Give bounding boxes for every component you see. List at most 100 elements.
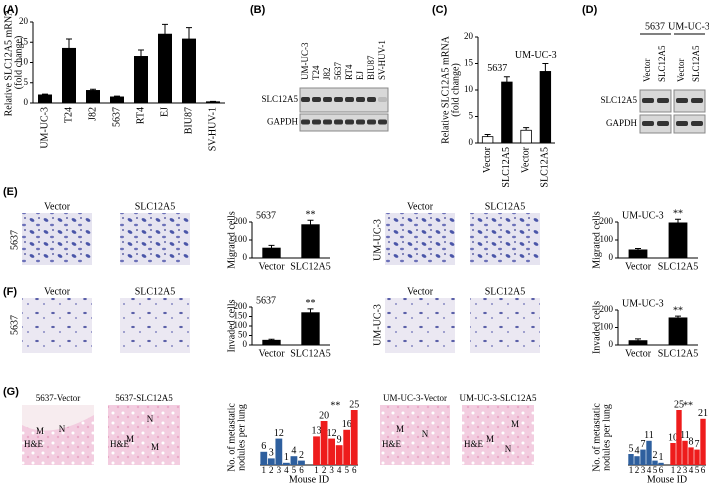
chart-title: 5637 <box>256 210 276 221</box>
tissue-marker: M <box>36 426 44 436</box>
y-tick-label: 10 <box>19 57 29 67</box>
y-tick-label: 20 <box>19 16 29 26</box>
x-tick-label: BIU87 <box>183 107 194 134</box>
y-tick-label: 0 <box>609 339 614 349</box>
micrograph <box>385 298 455 353</box>
bar <box>290 456 298 465</box>
x-tick-label: 1 <box>671 465 676 475</box>
tissue-marker: N <box>422 429 429 439</box>
y-tick-label: 0 <box>243 252 248 262</box>
y-tick-label: 0 <box>609 252 614 262</box>
blot-band <box>642 121 654 126</box>
panel-label: (D) <box>582 4 598 16</box>
blot-band <box>367 97 376 102</box>
bar <box>282 462 290 465</box>
bar <box>260 451 268 465</box>
x-tick-label: 3 <box>277 465 282 475</box>
bar <box>668 317 688 346</box>
lane-label: BIU87 <box>366 55 376 80</box>
significance: ** <box>673 305 683 316</box>
stain-label: H&E <box>464 439 484 449</box>
bar <box>628 340 648 346</box>
blot-band <box>356 119 365 125</box>
bar <box>267 458 275 465</box>
significance: ** <box>306 298 316 309</box>
lane-label: J82 <box>322 67 332 80</box>
bar <box>520 129 532 144</box>
blot-band <box>657 98 669 103</box>
x-tick-label: 5637 <box>111 107 122 127</box>
micrograph <box>22 298 92 353</box>
significance: ** <box>330 400 340 411</box>
y-tick-label: 0 <box>469 137 474 147</box>
data-label: 11 <box>680 430 690 441</box>
x-tick-label: 6 <box>352 465 357 475</box>
blot-row-label: GAPDH <box>606 118 638 128</box>
tissue-marker: M <box>151 442 159 452</box>
y-tick-label: 0 <box>243 339 248 349</box>
blot-band <box>301 119 310 125</box>
significance: ** <box>683 400 693 411</box>
x-tick-label: SLC12A5 <box>658 348 699 359</box>
data-label: 7 <box>641 439 646 450</box>
y-tick-label: 20 <box>464 31 474 41</box>
x-tick-label: 3 <box>329 465 334 475</box>
bar <box>634 456 640 465</box>
blot-band <box>323 119 332 125</box>
blot-band <box>691 121 703 126</box>
bar <box>628 249 648 259</box>
bar <box>157 33 172 104</box>
bar <box>688 447 694 465</box>
blot-band <box>642 98 654 103</box>
blot-band <box>345 119 354 125</box>
group-label: 5637 <box>645 21 665 32</box>
bar <box>38 94 53 104</box>
y-axis-label: No. of metastatic <box>591 403 602 472</box>
blot-band <box>334 119 343 125</box>
y-axis-label: nodules per lung <box>236 404 247 471</box>
data-label: 21 <box>698 408 708 419</box>
bar <box>110 96 125 104</box>
blot <box>299 113 389 132</box>
x-tick-label: UM-UC-3 <box>39 107 50 149</box>
y-axis-label: Relative SLC12A5 mRNA <box>3 8 14 117</box>
tissue-image <box>108 405 180 465</box>
blot-band <box>356 97 365 102</box>
x-tick-label: SLC12A5 <box>290 261 331 272</box>
micrograph <box>120 213 190 265</box>
error-bar <box>162 23 168 35</box>
chart-title: UM-UC-3 <box>622 210 664 221</box>
x-tick-label: 5 <box>344 465 349 475</box>
tissue-marker: N <box>505 444 512 454</box>
x-tick-label: 6 <box>299 465 304 475</box>
annotation: UM-UC-3 <box>515 50 557 61</box>
y-tick-label: 200 <box>600 216 614 226</box>
image-column-label: Vector <box>407 286 434 297</box>
chart-title: 5637 <box>256 295 276 306</box>
tissue-image <box>462 405 534 465</box>
image-column-label: SLC12A5 <box>485 286 526 297</box>
x-tick-label: RT4 <box>135 107 146 124</box>
y-tick-label: 200 <box>234 301 248 311</box>
blot-band <box>367 119 376 125</box>
y-axis-label: Invaded cells <box>226 299 237 352</box>
blot-band <box>378 97 387 102</box>
x-tick-label: 2 <box>322 465 327 475</box>
blot <box>639 114 672 134</box>
lane-label: SLC12A5 <box>657 45 667 82</box>
bar <box>320 421 328 465</box>
y-tick-label: 50 <box>238 330 248 340</box>
data-label: 1 <box>284 452 289 463</box>
image-title: 5637-Vector <box>36 393 81 403</box>
tissue-image <box>380 405 450 465</box>
bar <box>205 101 220 104</box>
error-bar <box>484 134 491 137</box>
image-title: 5637-SLC12A5 <box>115 393 173 403</box>
blot-band <box>345 97 354 102</box>
x-axis-label: Mouse ID <box>289 474 329 485</box>
bar <box>628 454 634 465</box>
chart-title: UM-UC-3 <box>622 298 664 309</box>
image-column-label: SLC12A5 <box>485 201 526 212</box>
panel-label: (B) <box>250 4 266 16</box>
